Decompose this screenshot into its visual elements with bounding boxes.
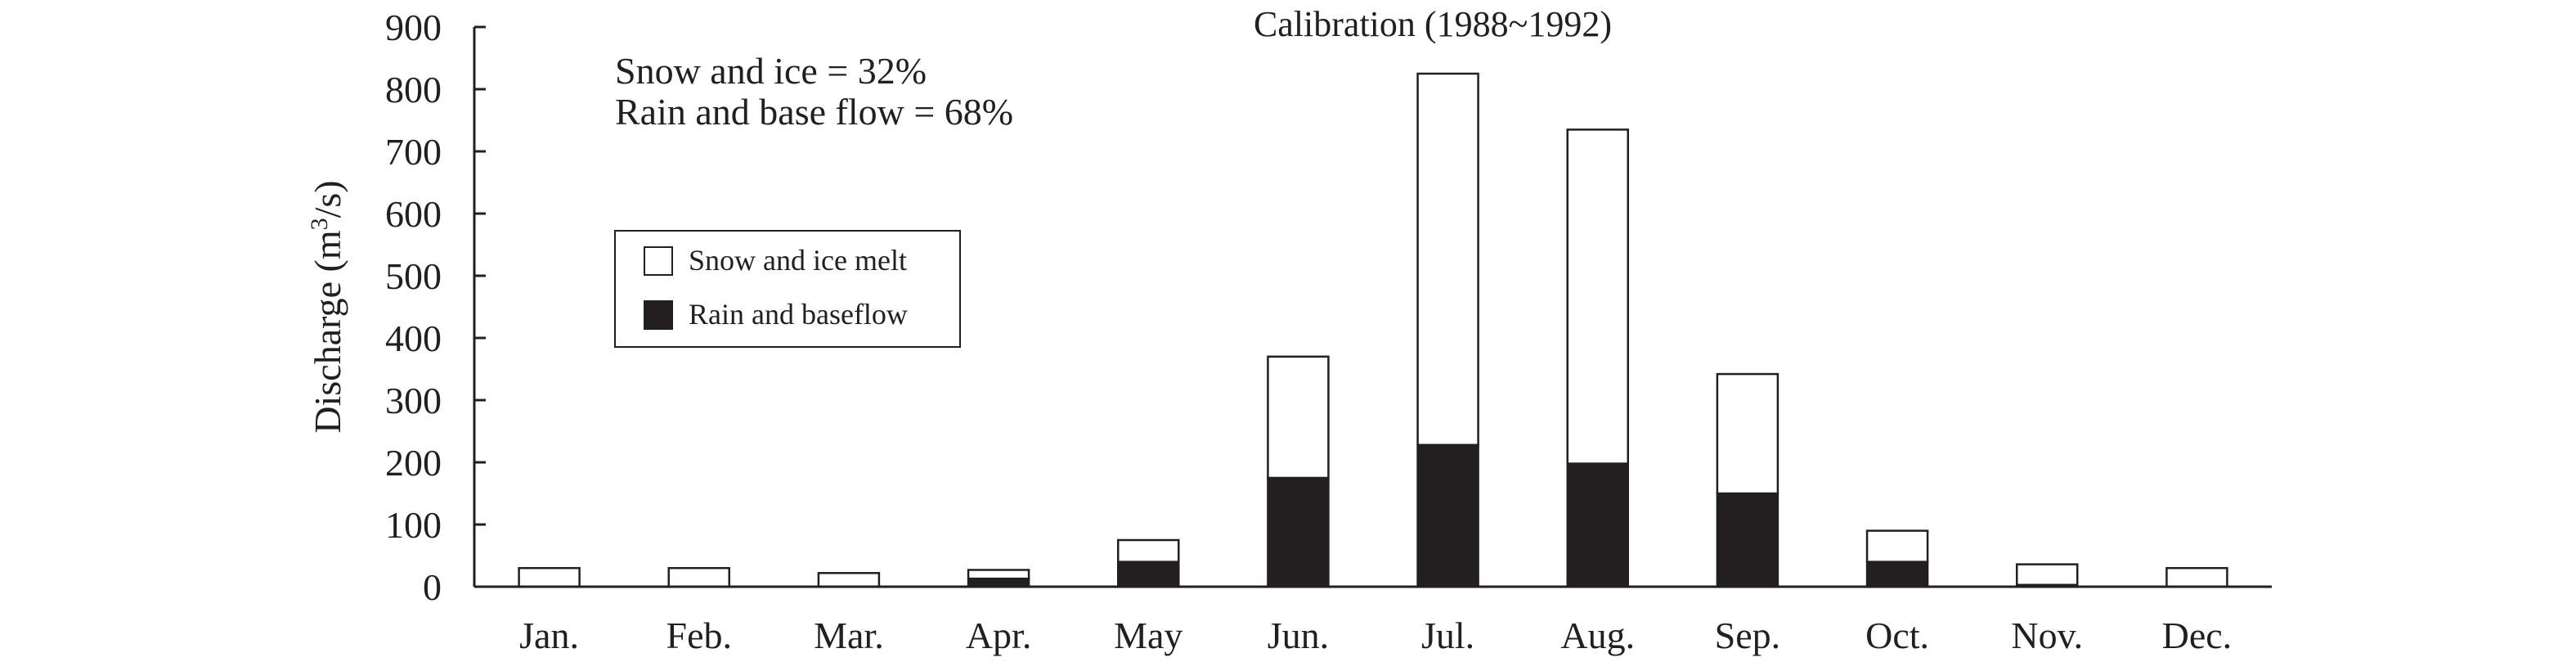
x-tick-label: Aug. bbox=[1560, 615, 1635, 656]
x-tick-label: Feb. bbox=[666, 615, 733, 656]
legend: Snow and ice melt Rain and baseflow bbox=[614, 230, 961, 348]
y-tick-label: 900 bbox=[385, 7, 442, 48]
bar-segment-snow-and-ice-melt bbox=[2016, 563, 2079, 586]
y-tick-label: 100 bbox=[385, 504, 442, 546]
y-tick-label: 600 bbox=[385, 193, 442, 235]
chart-title: Calibration (1988~1992) bbox=[1254, 4, 1612, 44]
y-tick-label: 700 bbox=[385, 131, 442, 173]
x-tick-label: Sep. bbox=[1715, 615, 1781, 656]
x-tick-label: Oct. bbox=[1865, 615, 1929, 656]
bar-segment-snow-and-ice-melt bbox=[1566, 128, 1629, 465]
x-tick-label: Jul. bbox=[1421, 615, 1474, 656]
bar-segment-snow-and-ice-melt bbox=[817, 572, 881, 588]
bar-segment-rain-and-baseflow bbox=[1416, 444, 1479, 588]
bar-segment-snow-and-ice-melt bbox=[967, 569, 1030, 580]
y-tick-label: 200 bbox=[385, 442, 442, 484]
bar-segment-rain-and-baseflow bbox=[1566, 462, 1629, 588]
bar-segment-rain-and-baseflow bbox=[1267, 476, 1330, 588]
y-axis-label: Discharge (m3/s) bbox=[306, 180, 348, 433]
bar-segment-snow-and-ice-melt bbox=[1716, 372, 1779, 495]
x-tick-label: Nov. bbox=[2011, 615, 2083, 656]
bar-segment-rain-and-baseflow bbox=[1716, 492, 1779, 588]
legend-label-snow-ice-melt: Snow and ice melt bbox=[689, 244, 907, 277]
x-labels-layer: Jan. Feb. Mar. Apr. May Jun. Jul. Aug. Sep. Oct. N… bbox=[519, 615, 2232, 656]
legend-label-rain-baseflow: Rain and baseflow bbox=[689, 298, 908, 331]
bars-layer bbox=[518, 72, 2228, 588]
bar-segment-snow-and-ice-melt bbox=[1865, 529, 1929, 563]
legend-swatch-snow-ice-melt bbox=[644, 246, 673, 276]
x-tick-label: Jan. bbox=[519, 615, 579, 656]
y-ticks-layer: 0 100 200 300 400 500 600 700 800 900 bbox=[385, 7, 486, 608]
y-tick-label: 500 bbox=[385, 255, 442, 297]
bar-segment-snow-and-ice-melt bbox=[667, 566, 730, 588]
bar-segment-rain-and-baseflow bbox=[1117, 561, 1180, 588]
x-tick-label: Mar. bbox=[814, 615, 884, 656]
annotation-snow-ice-percent: Snow and ice = 32% bbox=[615, 50, 927, 92]
y-tick-label: 800 bbox=[385, 69, 442, 110]
y-tick-label: 300 bbox=[385, 380, 442, 421]
bar-segment-snow-and-ice-melt bbox=[1267, 355, 1330, 480]
y-tick-label: 0 bbox=[423, 566, 442, 608]
y-tick-label: 400 bbox=[385, 317, 442, 359]
legend-swatch-rain-baseflow bbox=[644, 300, 673, 330]
bar-segment-snow-and-ice-melt bbox=[2165, 566, 2228, 588]
x-tick-label: Dec. bbox=[2162, 615, 2233, 656]
x-tick-label: May bbox=[1114, 615, 1183, 656]
bar-segment-snow-and-ice-melt bbox=[1416, 72, 1479, 446]
annotation-rain-baseflow-percent: Rain and base flow = 68% bbox=[615, 91, 1013, 133]
bar-segment-rain-and-baseflow bbox=[1865, 561, 1929, 588]
x-tick-label: Jun. bbox=[1268, 615, 1329, 656]
bar-segment-snow-and-ice-melt bbox=[518, 566, 581, 588]
x-tick-label: Apr. bbox=[966, 615, 1032, 656]
y-axis-label-superscript: 3 bbox=[306, 218, 333, 230]
bar-segment-snow-and-ice-melt bbox=[1117, 538, 1180, 563]
